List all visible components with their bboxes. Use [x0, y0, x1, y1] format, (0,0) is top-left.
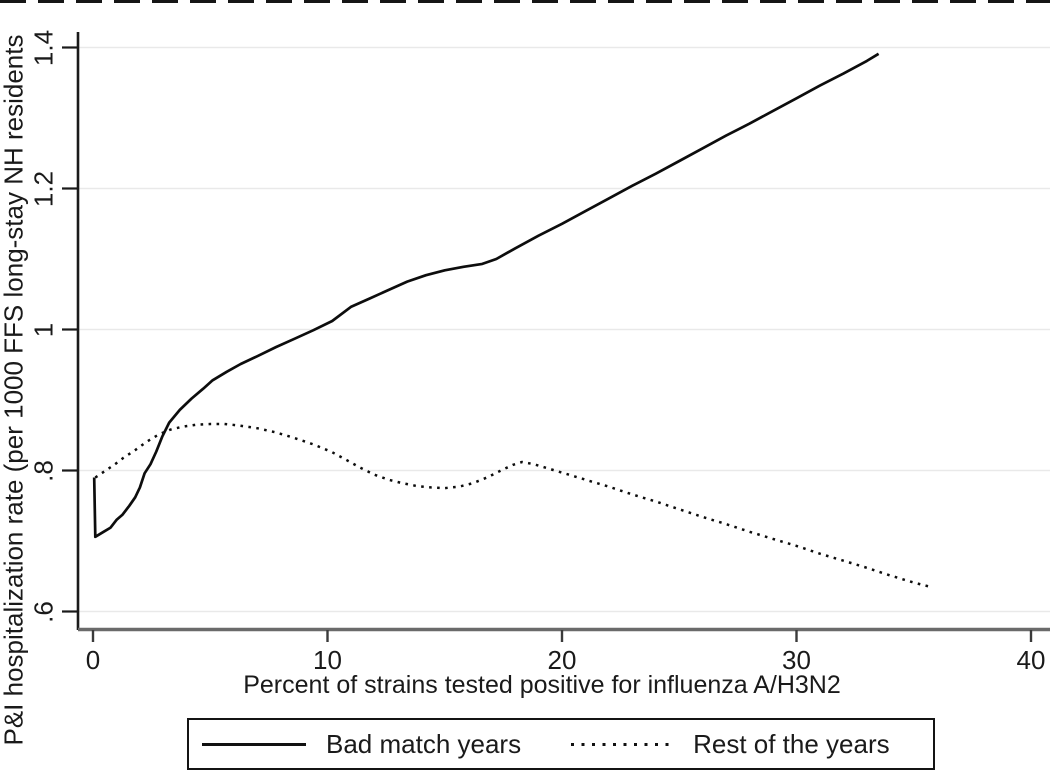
series-line-bad-match-years [92, 52, 880, 539]
y-tick-label: .8 [28, 459, 59, 482]
x-tick-label: 20 [547, 645, 577, 675]
x-tick-label: 10 [313, 645, 342, 675]
y-tick-label: .6 [28, 600, 59, 623]
y-tick-label: 1.2 [28, 170, 59, 207]
x-axis-title: Percent of strains tested positive for i… [243, 671, 841, 699]
y-tick-label: 1.4 [28, 29, 59, 66]
top-dashed-border [0, 0, 1050, 3]
x-tick-label: 30 [782, 645, 811, 675]
legend-box: Bad match years Rest of the years [187, 718, 935, 770]
series-line-rest-of-the-years [94, 422, 931, 589]
y-tick-label: 1 [28, 322, 59, 337]
legend-solid-line-swatch [202, 742, 306, 746]
x-tick-label: 0 [85, 645, 101, 675]
legend-dotted-line-swatch [571, 742, 676, 746]
y-axis-title: P&I hospitalization rate (per 1000 FFS l… [0, 34, 29, 746]
legend-label-rest-of-the-years: Rest of the years [693, 728, 890, 759]
legend-label-bad-match-years: Bad match years [326, 728, 522, 759]
x-tick-label: 40 [1016, 645, 1046, 675]
